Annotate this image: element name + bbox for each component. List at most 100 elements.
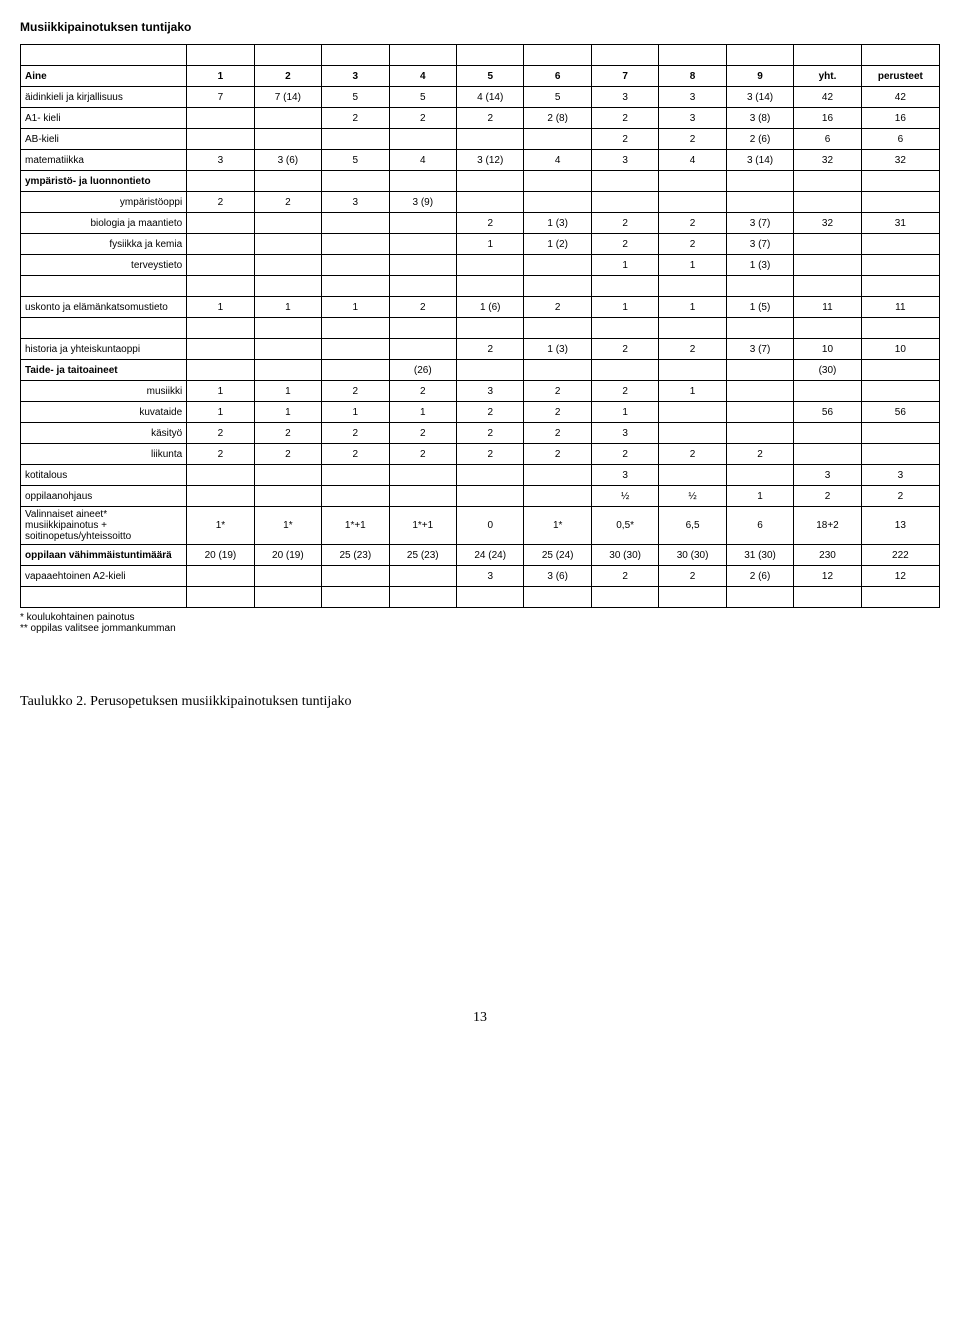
cell xyxy=(322,360,389,381)
cell: 3 xyxy=(794,465,861,486)
cell: 3 (8) xyxy=(726,108,793,129)
cell: 10 xyxy=(861,339,939,360)
cell xyxy=(794,423,861,444)
cell: 1 xyxy=(659,297,726,318)
cell: 3 xyxy=(591,150,658,171)
cell xyxy=(794,381,861,402)
cell: 18+2 xyxy=(794,507,861,545)
cell: 6 xyxy=(726,507,793,545)
cell: (26) xyxy=(389,360,456,381)
cell: 2 xyxy=(187,423,254,444)
cell: 1 (5) xyxy=(726,297,793,318)
cell xyxy=(591,171,658,192)
cell xyxy=(187,108,254,129)
cell: 32 xyxy=(861,150,939,171)
cell: 1* xyxy=(524,507,591,545)
cell xyxy=(322,129,389,150)
cell: 1 xyxy=(591,402,658,423)
cell: 24 (24) xyxy=(457,545,524,566)
cell: 30 (30) xyxy=(659,545,726,566)
cell: 2 xyxy=(794,486,861,507)
header-col: 2 xyxy=(254,66,321,87)
cell: 1*+1 xyxy=(389,507,456,545)
cell: 3 xyxy=(457,566,524,587)
cell: 32 xyxy=(794,150,861,171)
cell: 3 (12) xyxy=(457,150,524,171)
cell xyxy=(187,129,254,150)
cell: 25 (23) xyxy=(389,545,456,566)
cell: 5 xyxy=(322,87,389,108)
cell xyxy=(389,465,456,486)
cell: 2 xyxy=(322,444,389,465)
cell xyxy=(524,360,591,381)
cell xyxy=(524,129,591,150)
row-label: ympäristöoppi xyxy=(21,192,187,213)
cell: 1 xyxy=(254,402,321,423)
cell: 12 xyxy=(861,566,939,587)
cell: 230 xyxy=(794,545,861,566)
cell: 1* xyxy=(187,507,254,545)
cell: 2 xyxy=(254,192,321,213)
cell: 2 xyxy=(524,381,591,402)
doc-title: Musiikkipainotuksen tuntijako xyxy=(20,20,940,34)
cell xyxy=(659,465,726,486)
cell xyxy=(794,171,861,192)
cell: 2 xyxy=(659,213,726,234)
cell: 2 xyxy=(591,566,658,587)
header-aine: Aine xyxy=(21,66,187,87)
cell xyxy=(187,234,254,255)
cell: 1 (3) xyxy=(726,255,793,276)
cell xyxy=(457,255,524,276)
cell: 2 xyxy=(659,566,726,587)
cell xyxy=(659,423,726,444)
cell xyxy=(254,465,321,486)
cell: 1 xyxy=(254,381,321,402)
cell: 3 (9) xyxy=(389,192,456,213)
cell xyxy=(659,402,726,423)
cell: 2 xyxy=(591,381,658,402)
cell: 1 xyxy=(254,297,321,318)
cell: 3 (7) xyxy=(726,213,793,234)
header-col: 9 xyxy=(726,66,793,87)
cell: 2 xyxy=(389,381,456,402)
row-label: Taide- ja taitoaineet xyxy=(21,360,187,381)
cell: 1 xyxy=(659,381,726,402)
row-label: matematiikka xyxy=(21,150,187,171)
cell: 25 (23) xyxy=(322,545,389,566)
cell xyxy=(457,171,524,192)
cell xyxy=(389,486,456,507)
cell: 1 xyxy=(322,402,389,423)
cell: 2 xyxy=(457,444,524,465)
cell xyxy=(524,255,591,276)
cell: 10 xyxy=(794,339,861,360)
cell xyxy=(254,566,321,587)
cell xyxy=(187,486,254,507)
cell: 3 xyxy=(591,423,658,444)
cell xyxy=(322,339,389,360)
cell xyxy=(254,255,321,276)
cell xyxy=(187,213,254,234)
cell xyxy=(794,234,861,255)
cell: 31 xyxy=(861,213,939,234)
page-number: 13 xyxy=(20,1010,940,1026)
row-label: biologia ja maantieto xyxy=(21,213,187,234)
cell: 1 xyxy=(726,486,793,507)
cell: 12 xyxy=(794,566,861,587)
header-col: 3 xyxy=(322,66,389,87)
cell xyxy=(457,465,524,486)
cell xyxy=(322,171,389,192)
cell: 30 (30) xyxy=(591,545,658,566)
cell xyxy=(322,213,389,234)
row-label: vapaaehtoinen A2-kieli xyxy=(21,566,187,587)
cell: 5 xyxy=(322,150,389,171)
cell xyxy=(659,192,726,213)
cell: 1 xyxy=(389,402,456,423)
cell xyxy=(254,339,321,360)
cell: 0 xyxy=(457,507,524,545)
cell xyxy=(659,171,726,192)
cell: 2 (6) xyxy=(726,129,793,150)
cell: 3 (7) xyxy=(726,339,793,360)
timetable: Aine123456789yht.perusteetäidinkieli ja … xyxy=(20,44,940,608)
cell: 4 xyxy=(659,150,726,171)
cell: 2 xyxy=(389,444,456,465)
